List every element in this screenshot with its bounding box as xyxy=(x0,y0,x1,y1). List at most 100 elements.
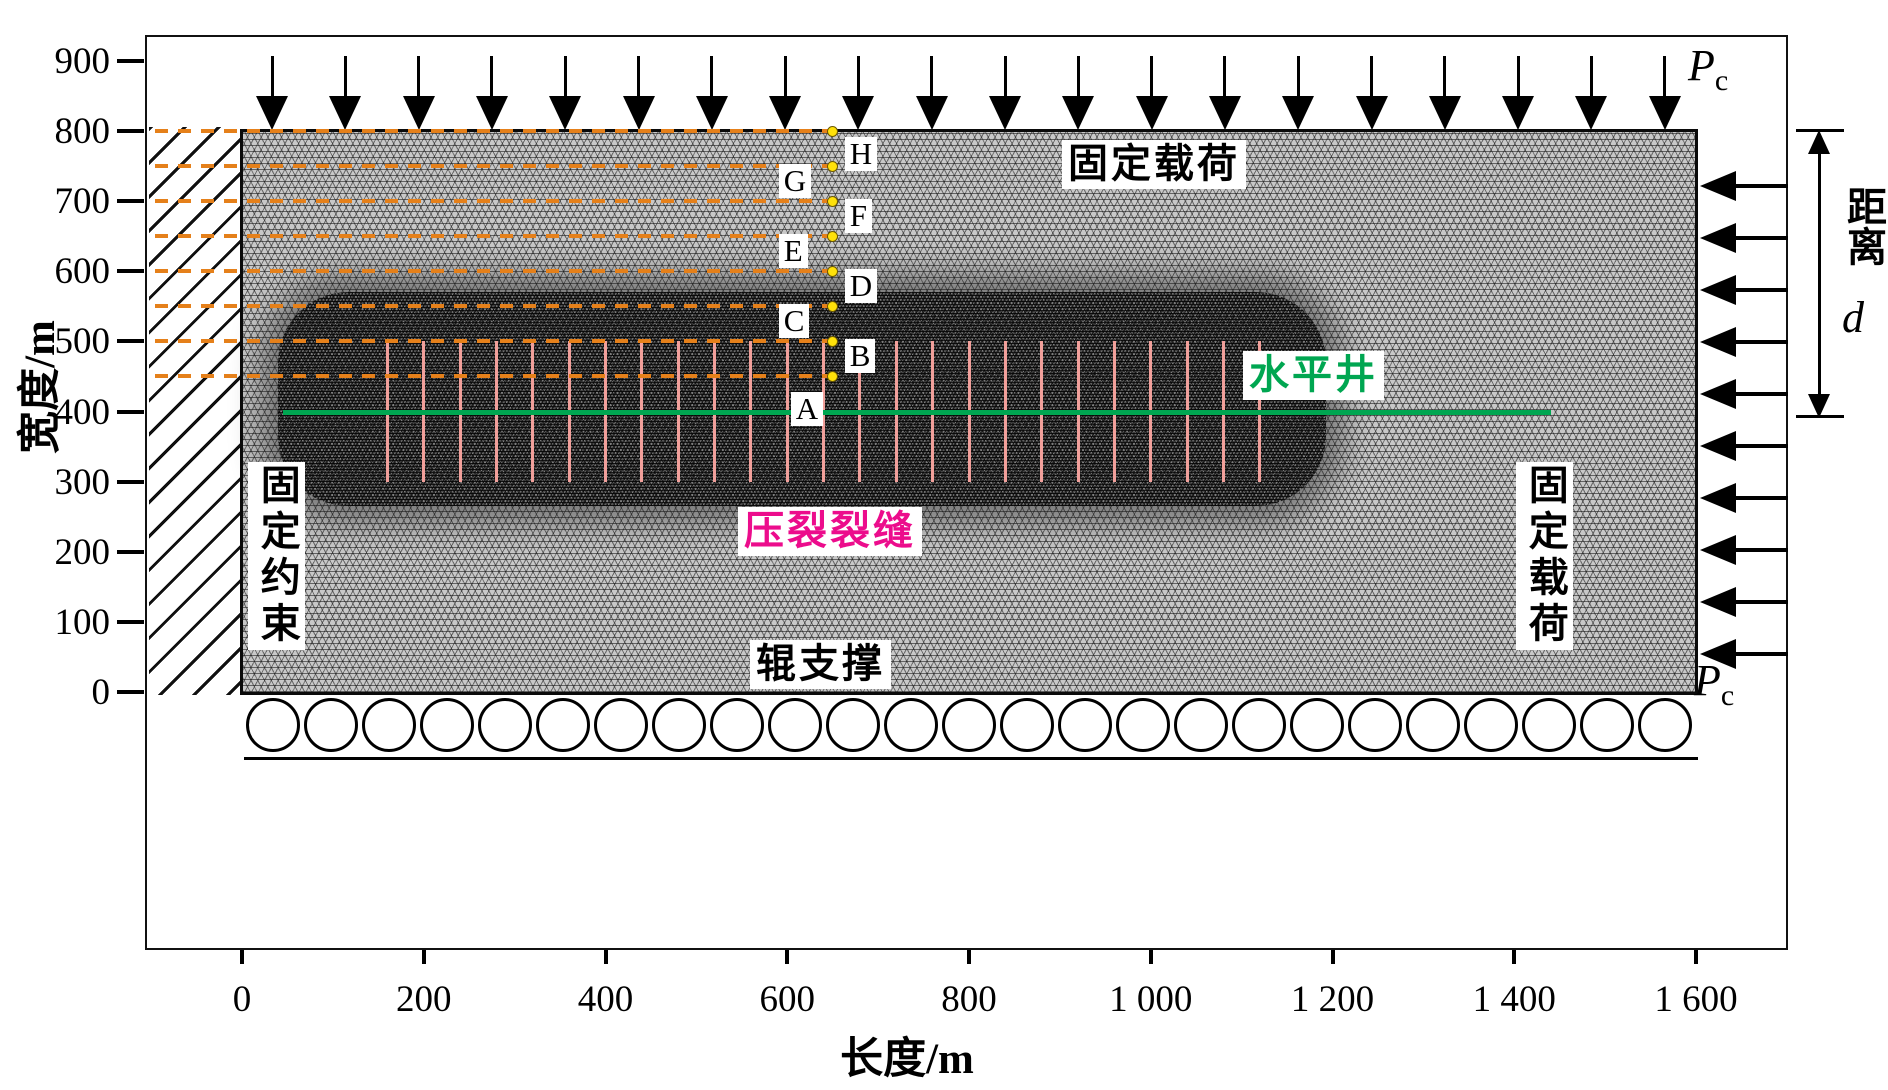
monitor-guide-line xyxy=(155,234,833,239)
top-load-arrow-head xyxy=(915,96,948,130)
monitor-guide-line xyxy=(155,269,833,274)
right-load-arrow-head xyxy=(1700,483,1736,513)
plot-frame xyxy=(145,35,1788,950)
monitor-label: H xyxy=(844,137,878,171)
monitor-dot xyxy=(827,265,839,277)
top-load-arrow-shaft xyxy=(1663,56,1667,98)
right-load-arrow-head xyxy=(1700,639,1736,669)
roller-circle xyxy=(942,698,996,752)
pressure-subscript: c xyxy=(1720,678,1735,712)
y-tick-label: 800 xyxy=(54,111,111,152)
x-tick-mark xyxy=(1330,950,1335,964)
top-load-arrow-head xyxy=(769,96,802,130)
top-load-arrow-shaft xyxy=(1296,56,1300,98)
monitor-label: A xyxy=(790,392,824,427)
top-load-arrow-shaft xyxy=(563,56,567,98)
roller-circle xyxy=(826,698,880,752)
roller-circle xyxy=(1232,698,1286,752)
monitor-guide-line xyxy=(155,129,833,133)
x-axis-title: 长度/m xyxy=(840,1036,974,1083)
right-load-arrow-shaft xyxy=(1735,392,1788,396)
roller-circle xyxy=(710,698,764,752)
top-load-arrow-head xyxy=(256,96,288,130)
x-tick-mark xyxy=(421,950,426,964)
monitor-dot xyxy=(827,335,839,347)
monitor-label: D xyxy=(844,269,878,304)
top-load-arrow-shaft xyxy=(417,56,421,98)
y-tick-mark xyxy=(117,58,144,63)
x-tick-label: 800 xyxy=(941,979,997,1020)
x-tick-label: 1 400 xyxy=(1472,979,1556,1020)
distance-arrow-up-head xyxy=(1808,130,1830,154)
top-load-arrow-shaft xyxy=(1076,56,1080,98)
y-tick-label: 300 xyxy=(54,461,111,503)
monitor-guide-line xyxy=(155,304,833,309)
right-load-arrow-shaft xyxy=(1735,236,1788,240)
top-fixed-load-label: 固定载荷 xyxy=(1062,140,1246,189)
x-tick-label: 400 xyxy=(577,979,634,1020)
y-tick-label: 900 xyxy=(54,40,111,82)
top-load-arrow-shaft xyxy=(1003,56,1007,98)
top-load-arrow-head xyxy=(1355,96,1388,130)
y-tick-mark xyxy=(117,409,144,414)
fracture-label: 压裂裂缝 xyxy=(738,507,922,556)
x-tick-mark xyxy=(1512,950,1517,964)
top-load-arrow-shaft xyxy=(930,56,934,98)
y-tick-label: 600 xyxy=(54,251,111,293)
x-tick-label: 1 200 xyxy=(1290,979,1375,1020)
monitor-dot xyxy=(827,160,839,172)
roller-circle xyxy=(420,698,474,752)
pressure-subscript: c xyxy=(1714,63,1729,97)
right-load-arrow-head xyxy=(1700,587,1736,617)
top-load-arrow-shaft xyxy=(1223,56,1227,98)
top-load-arrow-shaft xyxy=(343,56,347,98)
pressure-label-bottom: Pc xyxy=(1694,655,1734,713)
top-load-arrow-head xyxy=(842,96,875,130)
distance-label: 距离 xyxy=(1841,186,1886,266)
monitor-label: F xyxy=(844,199,872,234)
top-load-arrow-shaft xyxy=(710,56,714,98)
roller-circle xyxy=(304,698,358,752)
roller-circle xyxy=(1058,698,1112,752)
horizontal-well-label: 水平井 xyxy=(1243,351,1384,400)
roller-circle xyxy=(246,698,300,752)
y-tick-label: 700 xyxy=(54,181,111,223)
monitor-dot xyxy=(827,230,839,242)
top-load-arrow-shaft xyxy=(856,56,860,98)
right-load-arrow-head xyxy=(1700,275,1736,305)
monitor-dot xyxy=(827,370,839,382)
top-load-arrow-head xyxy=(549,96,582,130)
top-load-arrow-head xyxy=(1062,96,1095,130)
y-tick-mark xyxy=(117,129,144,133)
fixed-constraint-hatch xyxy=(149,127,242,695)
roller-base-line xyxy=(244,757,1698,760)
right-fixed-load-label: 固定载荷 xyxy=(1516,462,1573,650)
right-load-arrow-shaft xyxy=(1735,444,1788,448)
right-load-arrow-head xyxy=(1700,379,1736,409)
y-tick-mark xyxy=(117,619,144,624)
monitor-label: B xyxy=(844,339,876,374)
roller-circle xyxy=(1406,698,1460,752)
distance-arrow-down-head xyxy=(1808,394,1830,418)
horizontal-well-line xyxy=(282,409,1551,415)
pressure-symbol: P xyxy=(1694,656,1721,705)
top-load-arrow-head xyxy=(695,96,728,130)
distance-symbol: d xyxy=(1842,293,1864,342)
right-load-arrow-shaft xyxy=(1735,600,1788,604)
x-tick-label: 600 xyxy=(759,979,816,1020)
distance-bottom-bar xyxy=(1796,415,1844,418)
roller-circle xyxy=(1638,698,1692,752)
x-tick-mark xyxy=(967,950,971,964)
top-load-arrow-shaft xyxy=(1150,56,1154,98)
top-load-arrow-head xyxy=(402,96,435,130)
right-load-arrow-shaft xyxy=(1735,288,1788,292)
monitor-label: C xyxy=(778,304,810,339)
x-tick-mark xyxy=(785,950,790,964)
top-load-arrow-head xyxy=(475,96,508,130)
x-tick-label: 1 000 xyxy=(1109,979,1193,1020)
roller-circle xyxy=(1580,698,1634,752)
monitor-guide-line xyxy=(155,199,833,204)
top-load-arrow-shaft xyxy=(1443,56,1447,98)
x-tick-mark xyxy=(1148,950,1153,964)
y-tick-label: 0 xyxy=(91,672,111,713)
